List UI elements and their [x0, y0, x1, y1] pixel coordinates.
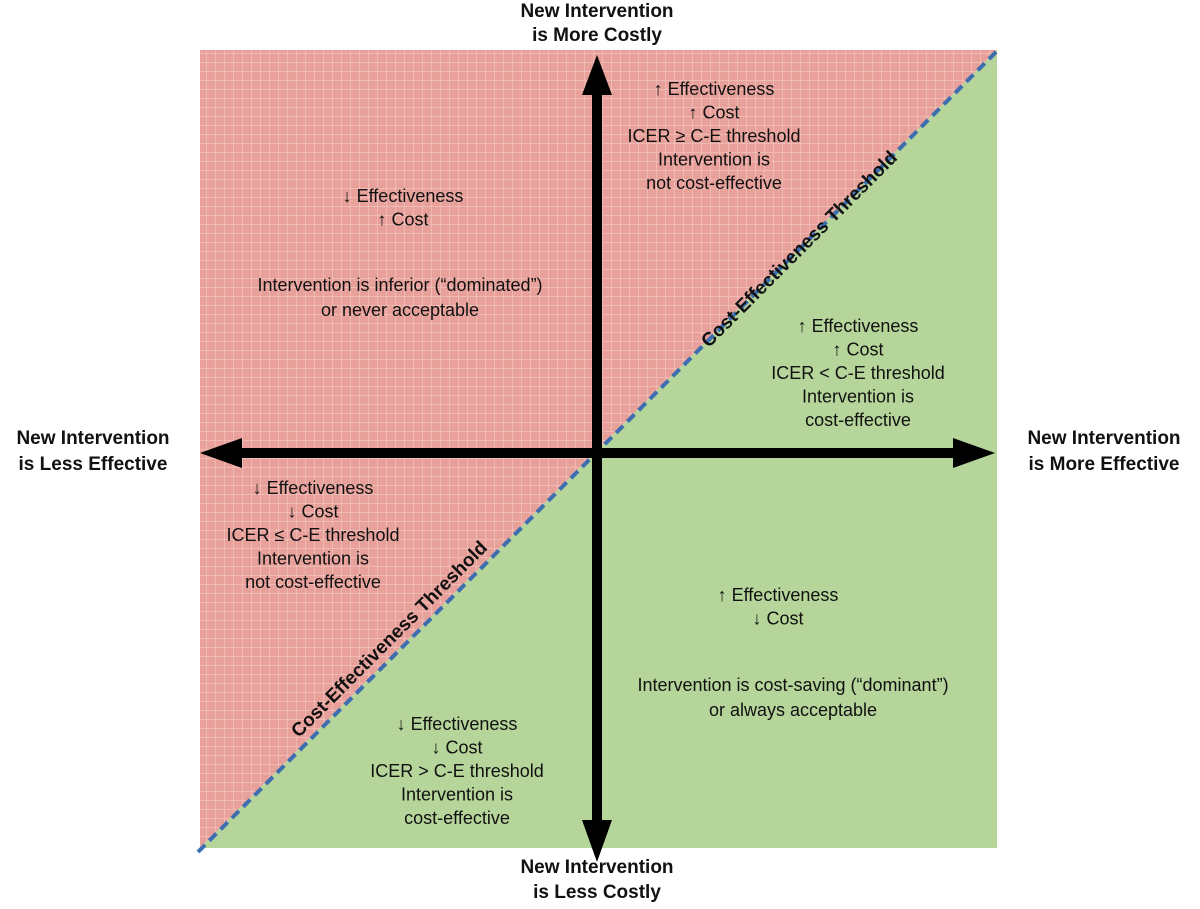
- region-line: Intervention is: [401, 784, 513, 804]
- region-texts: ↓ Effectiveness ↑ Cost Intervention is inf…: [227, 79, 949, 828]
- region-line: ↑ Effectiveness: [718, 585, 839, 605]
- arrow-head: [582, 55, 612, 95]
- region-line: ↑ Cost: [688, 102, 739, 122]
- region-line: ↑ Effectiveness: [798, 316, 919, 336]
- region-line: ↓ Cost: [287, 501, 338, 521]
- region-line: ICER ≥ C-E threshold: [628, 126, 801, 146]
- arrow-head: [953, 438, 995, 468]
- region-line: ↑ Cost: [832, 339, 883, 359]
- region-line: ↓ Effectiveness: [253, 478, 374, 498]
- region-line: ↓ Cost: [431, 737, 482, 757]
- region-conclusion: or always acceptable: [709, 700, 877, 720]
- axis-label: New Intervention: [1027, 428, 1180, 449]
- axis-label: New Intervention: [520, 857, 673, 878]
- arrow-head: [582, 820, 612, 862]
- region-conclusion: Intervention is cost-saving (“dominant”): [637, 675, 948, 695]
- region-line: not cost-effective: [245, 572, 381, 592]
- region-conclusion: or never acceptable: [321, 300, 479, 320]
- region-line: ICER ≤ C-E threshold: [227, 525, 400, 545]
- region-line: ICER > C-E threshold: [370, 761, 544, 781]
- axis-label: New Intervention: [16, 428, 169, 449]
- region-conclusion: Intervention is inferior (“dominated”): [257, 275, 542, 295]
- region-line: not cost-effective: [646, 173, 782, 193]
- horizontal-axis: [240, 448, 955, 458]
- axis-label: is Less Effective: [19, 454, 168, 475]
- region-line: Intervention is: [658, 149, 770, 169]
- region-line: ↓ Cost: [752, 608, 803, 628]
- region-line: ↑ Cost: [377, 209, 428, 229]
- region-line: ↓ Effectiveness: [397, 714, 518, 734]
- axis-label: is More Costly: [532, 25, 662, 46]
- region-line: Intervention is: [802, 386, 914, 406]
- axis-label: is More Effective: [1029, 454, 1180, 475]
- arrow-head: [200, 438, 242, 468]
- axis-label: New Intervention: [520, 1, 673, 22]
- region-line: cost-effective: [805, 410, 911, 430]
- region-line: Intervention is: [257, 548, 369, 568]
- axis-label: is Less Costly: [533, 882, 661, 903]
- axes: [200, 55, 995, 862]
- region-line: cost-effective: [404, 808, 510, 828]
- region-line: ↑ Effectiveness: [654, 79, 775, 99]
- region-line: ↓ Effectiveness: [343, 186, 464, 206]
- region-line: ICER < C-E threshold: [771, 363, 945, 383]
